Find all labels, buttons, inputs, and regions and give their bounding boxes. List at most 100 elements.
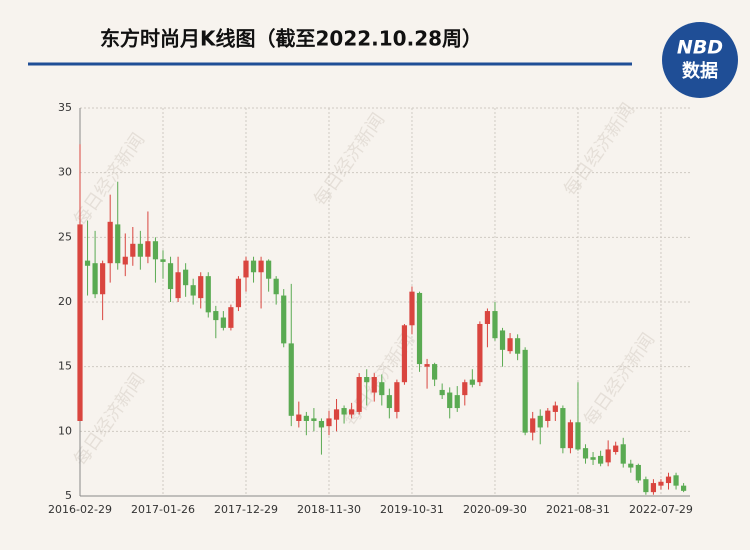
- candle-body: [386, 395, 392, 409]
- candle-body: [137, 243, 143, 257]
- candle-body: [205, 276, 211, 313]
- candle-body: [560, 408, 566, 449]
- candle-body: [356, 377, 362, 412]
- candle-body: [499, 330, 506, 350]
- candle-body: [100, 263, 106, 295]
- candle-body: [318, 420, 325, 428]
- x-tick-label: 2017-01-26: [131, 503, 195, 516]
- candle-body: [160, 259, 166, 262]
- candle-body: [635, 464, 641, 481]
- candle-body: [364, 377, 370, 383]
- candle-body: [303, 415, 309, 421]
- candle-body: [567, 422, 574, 449]
- candle-body: [235, 278, 242, 308]
- y-tick-label: 30: [58, 166, 72, 179]
- chart-title: 东方时尚月K线图（截至2022.10.28周）: [100, 27, 482, 51]
- candle-body: [447, 392, 453, 409]
- candle-body: [673, 475, 679, 486]
- candle-body: [107, 221, 113, 264]
- x-tick-label: 2020-09-30: [463, 503, 527, 516]
- candle-body: [658, 481, 664, 486]
- candle-body: [613, 445, 619, 453]
- candle-body: [379, 382, 385, 396]
- candle-body: [341, 408, 347, 415]
- candle-body: [477, 323, 483, 383]
- y-tick-label: 10: [58, 424, 72, 437]
- y-tick-label: 5: [65, 489, 72, 502]
- candle-body: [507, 338, 513, 352]
- y-tick-label: 15: [58, 360, 72, 373]
- x-tick-label: 2021-08-31: [546, 503, 610, 516]
- candle-body: [394, 382, 400, 412]
- logo-bottom: 数据: [682, 60, 718, 82]
- candle-body: [175, 272, 181, 299]
- candle-body: [152, 241, 159, 260]
- candle-body: [620, 444, 626, 464]
- candle-body: [462, 382, 468, 396]
- candle-body: [545, 410, 551, 421]
- candle-body: [416, 292, 423, 365]
- candle-body: [266, 260, 272, 279]
- candle-body: [190, 285, 196, 296]
- candle-body: [537, 415, 543, 428]
- candle-body: [575, 422, 581, 450]
- candle-body: [484, 311, 491, 324]
- x-tick-label: 2017-12-29: [214, 503, 278, 516]
- candle-body: [213, 311, 219, 321]
- candle-body: [198, 276, 204, 299]
- candle-body: [590, 457, 596, 460]
- candle-body: [492, 311, 498, 339]
- candle-body: [582, 448, 589, 459]
- candle-body: [650, 483, 657, 493]
- candle-body: [333, 409, 340, 420]
- candle-body: [167, 263, 174, 290]
- candle-body: [665, 476, 672, 484]
- candle-body: [326, 418, 332, 427]
- candle-body: [401, 325, 408, 383]
- candle-body: [469, 379, 475, 385]
- y-tick-label: 35: [58, 101, 72, 114]
- candle-body: [409, 291, 415, 326]
- candle-body: [258, 260, 264, 273]
- candle-body: [371, 377, 377, 393]
- candle-body: [296, 414, 302, 421]
- logo-circle: [662, 22, 738, 98]
- candle-body: [84, 260, 91, 266]
- candle-body: [530, 418, 536, 433]
- candle-body: [273, 278, 279, 295]
- candle-body: [183, 269, 189, 286]
- candle-body: [681, 485, 687, 491]
- candle-body: [605, 449, 611, 463]
- candle-body: [552, 405, 558, 412]
- y-tick-label: 25: [58, 230, 72, 243]
- candle-body: [77, 224, 83, 421]
- candle-body: [439, 389, 445, 396]
- candle-body: [145, 241, 151, 257]
- x-tick-label: 2018-11-30: [297, 503, 361, 516]
- candle-body: [92, 263, 98, 295]
- candle-body: [115, 224, 121, 264]
- candle-body: [311, 418, 317, 421]
- candle-body: [122, 256, 128, 265]
- candle-body: [220, 317, 226, 328]
- candle-body: [288, 343, 294, 416]
- candle-body: [228, 307, 234, 328]
- logo-top: NBD: [677, 37, 723, 59]
- candle-body: [432, 364, 438, 380]
- candle-body: [522, 349, 528, 433]
- candle-body: [643, 479, 649, 493]
- candle-body: [628, 463, 634, 468]
- candle-body: [598, 455, 604, 464]
- candle-body: [130, 243, 136, 257]
- candle-body: [250, 260, 257, 273]
- x-tick-label: 2022-07-29: [629, 503, 693, 516]
- candle-body: [454, 395, 460, 409]
- x-tick-label: 2016-02-29: [48, 503, 112, 516]
- y-tick-label: 20: [58, 295, 72, 308]
- candle-body: [424, 364, 430, 367]
- candle-body: [349, 409, 355, 415]
- candle-body: [243, 260, 249, 278]
- x-tick-label: 2019-10-31: [380, 503, 444, 516]
- candle-body: [281, 295, 287, 344]
